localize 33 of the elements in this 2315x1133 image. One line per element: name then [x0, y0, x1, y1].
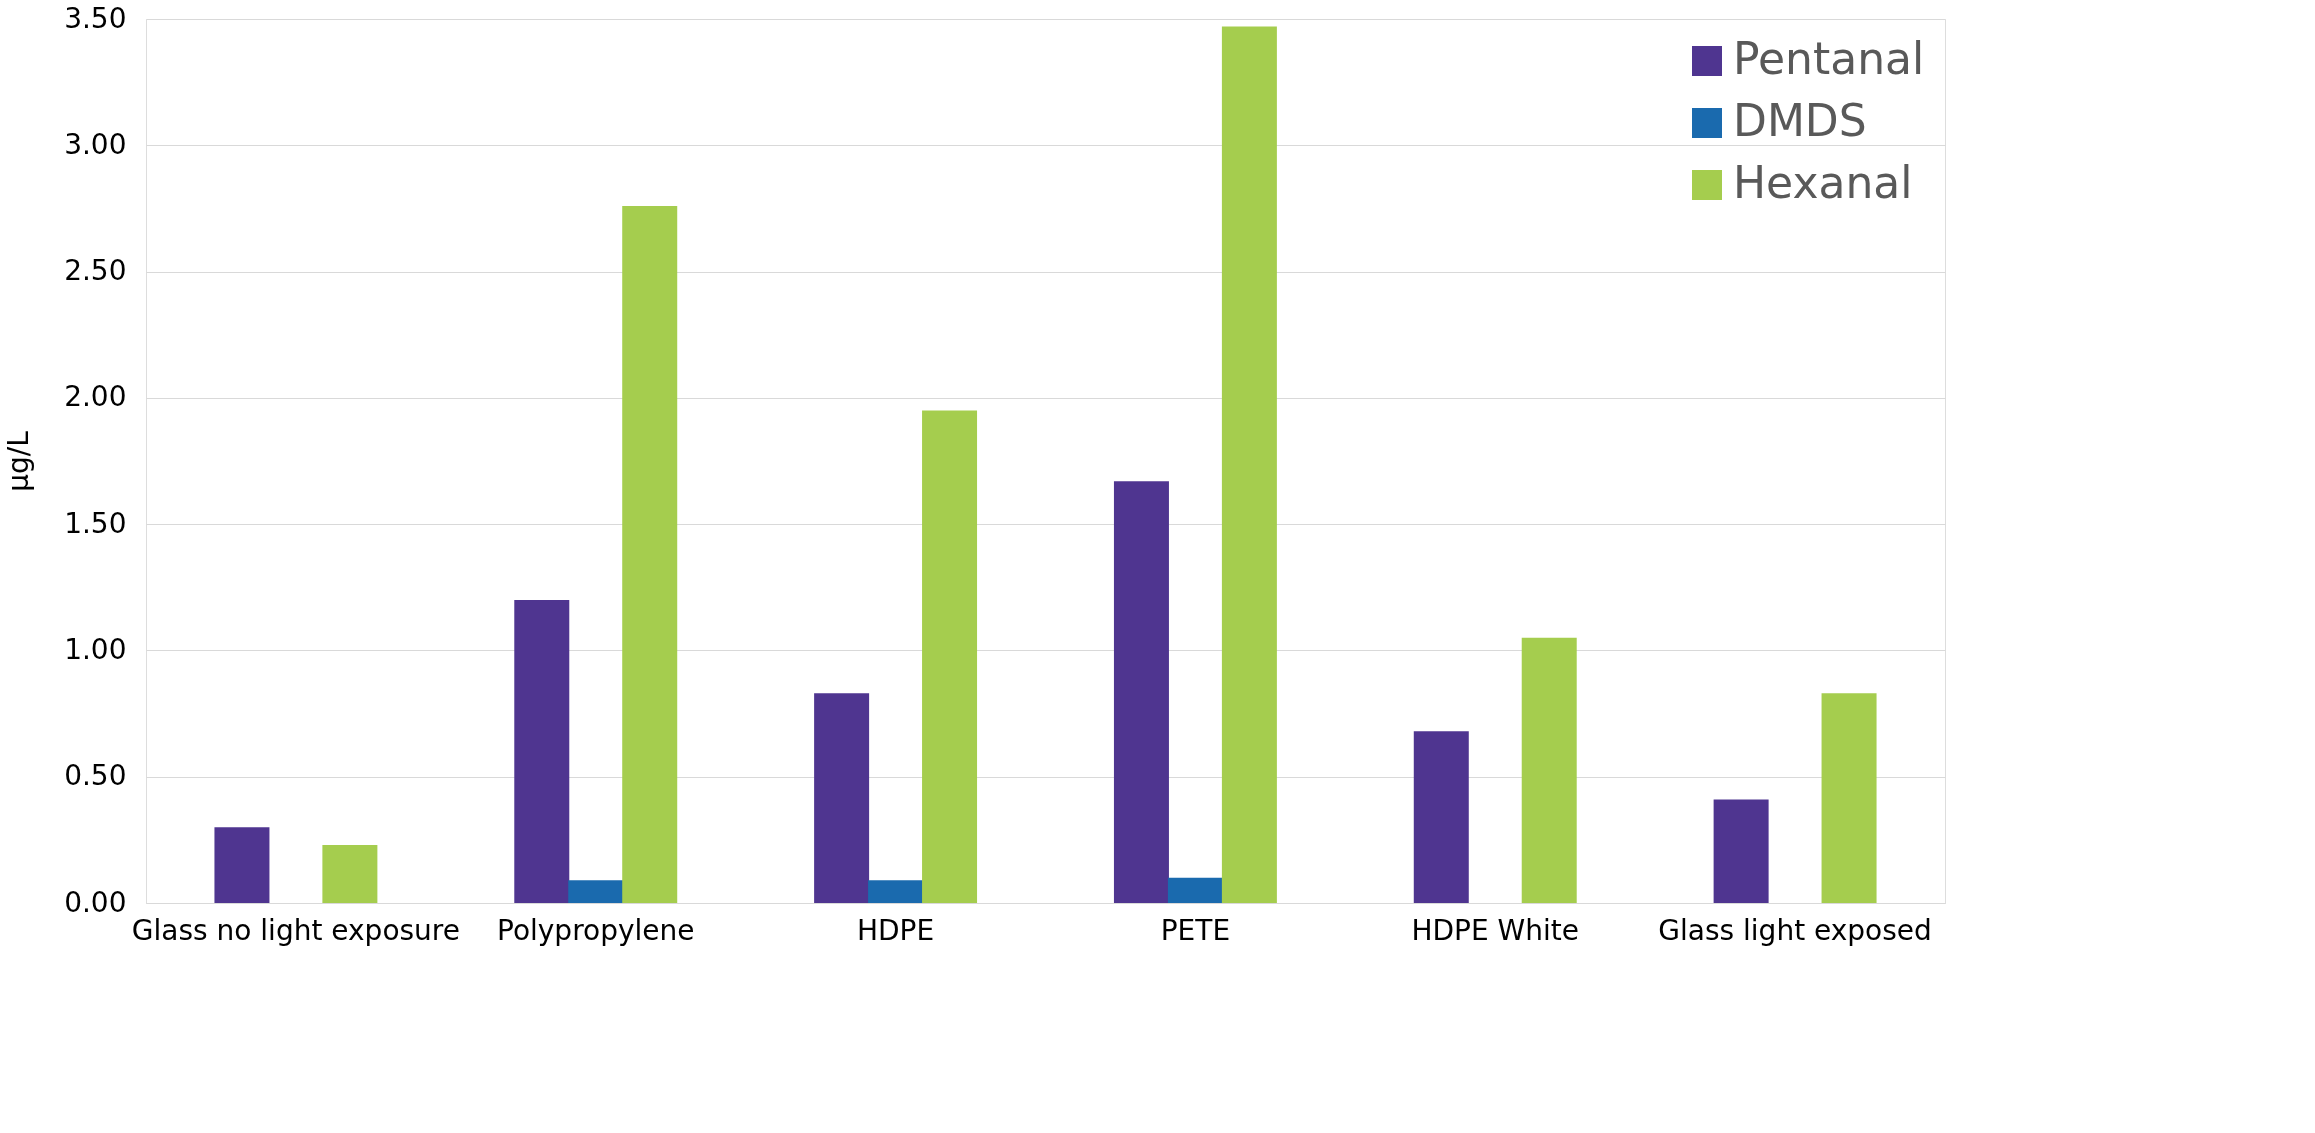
x-tick-label: Glass no light exposure	[131, 913, 460, 947]
y-tick-label: 0.50	[64, 759, 127, 793]
y-tick-label: 1.00	[64, 632, 127, 666]
bar	[214, 827, 270, 903]
y-tick-label: 2.00	[64, 380, 127, 414]
bar	[1521, 637, 1577, 903]
bar	[1167, 877, 1223, 903]
bar	[1413, 731, 1469, 903]
bar	[1713, 799, 1769, 903]
y-tick-label: 2.50	[64, 254, 127, 288]
bar	[514, 599, 570, 903]
x-tick-label: PETE	[1160, 913, 1231, 947]
bar	[868, 880, 924, 903]
y-tick-label: 1.50	[64, 506, 127, 540]
x-tick-label: Polypropylene	[497, 913, 695, 947]
legend-label: Pentanal	[1733, 33, 1925, 84]
bar	[1113, 481, 1169, 903]
y-axis-title: µg/L	[2, 430, 36, 492]
y-tick-label: 3.50	[64, 1, 127, 35]
bar	[1221, 26, 1277, 903]
legend-label: DMDS	[1733, 95, 1867, 146]
bar	[814, 693, 870, 903]
x-tick-label: Glass light exposed	[1658, 913, 1932, 947]
y-tick-label: 3.00	[64, 127, 127, 161]
x-tick-label: HDPE White	[1411, 913, 1580, 947]
x-tick-label: HDPE	[856, 913, 935, 947]
legend-label: Hexanal	[1733, 157, 1913, 208]
bar	[1821, 693, 1877, 903]
bar	[622, 205, 678, 903]
y-tick-label: 0.00	[64, 885, 127, 919]
bar	[322, 844, 378, 903]
bar	[568, 880, 624, 903]
bar	[922, 410, 978, 903]
